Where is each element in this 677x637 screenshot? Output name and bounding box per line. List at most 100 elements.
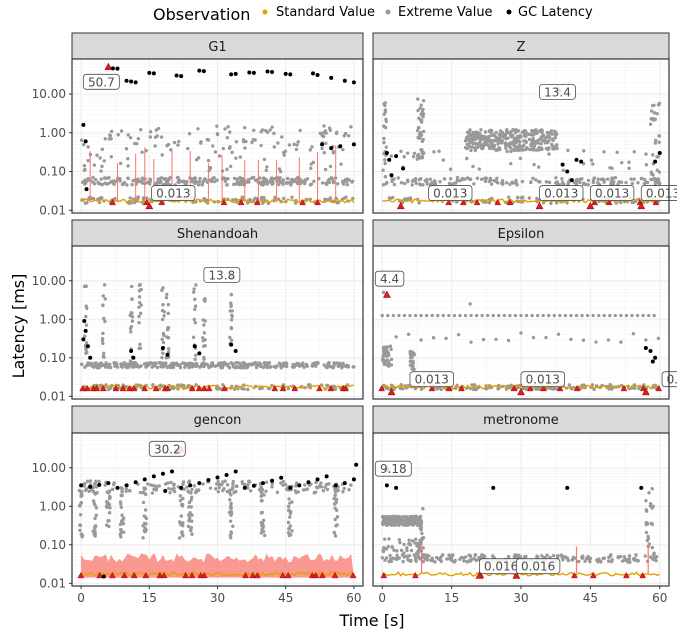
x-tick-label: 60	[346, 591, 361, 605]
extreme-point	[553, 135, 558, 140]
x-tick-label: 15	[142, 591, 157, 605]
extreme-point	[104, 361, 108, 365]
extreme-point	[632, 150, 636, 154]
extreme-point	[135, 141, 139, 146]
facet-strip	[372, 32, 670, 60]
extreme-point	[99, 169, 103, 173]
extreme-point	[620, 160, 624, 165]
gc-latency-point	[197, 481, 202, 486]
extreme-point	[297, 362, 301, 366]
extreme-point	[469, 148, 473, 153]
gc-latency-point	[83, 139, 88, 144]
extreme-point	[383, 161, 387, 166]
extreme-point	[537, 129, 541, 133]
standard-max-marker	[158, 198, 166, 206]
extreme-point	[283, 364, 287, 368]
extreme-point	[108, 495, 112, 500]
extreme-point	[402, 313, 407, 318]
extreme-point	[472, 135, 476, 139]
extreme-point	[552, 313, 556, 318]
extreme-point	[286, 386, 291, 391]
extreme-point	[495, 176, 499, 181]
extreme-point	[94, 485, 99, 489]
extreme-point	[230, 150, 234, 155]
extreme-point	[187, 505, 191, 509]
extreme-point	[228, 519, 233, 523]
extreme-point	[150, 491, 155, 495]
extreme-point	[569, 337, 573, 342]
extreme-point	[389, 347, 393, 352]
extreme-point	[225, 136, 230, 140]
extreme-point	[415, 157, 420, 161]
extreme-point	[211, 144, 215, 148]
value-label-box	[151, 185, 196, 201]
extreme-point	[414, 559, 418, 563]
extreme-point	[153, 144, 157, 148]
gc-latency-point	[342, 481, 347, 486]
extreme-point	[137, 283, 142, 287]
extreme-point	[531, 176, 535, 180]
extreme-point	[551, 138, 555, 142]
x-tick-label: 30	[513, 591, 528, 605]
legend-label-extreme: Extreme Value	[398, 5, 493, 20]
value-label-box	[640, 185, 677, 201]
facet-strip-label: Shenandoah	[177, 227, 258, 242]
extreme-point	[136, 195, 140, 200]
gc-latency-point	[653, 355, 658, 360]
extreme-point	[86, 176, 90, 181]
standard-max-marker	[458, 385, 465, 392]
extreme-point	[500, 139, 504, 143]
extreme-point	[229, 536, 233, 540]
extreme-point	[349, 125, 353, 129]
extreme-point	[390, 195, 395, 200]
extreme-point	[164, 361, 168, 365]
extreme-point	[128, 359, 133, 363]
extreme-point	[110, 487, 115, 492]
gc-latency-point	[88, 355, 93, 360]
extreme-point	[481, 137, 485, 141]
extreme-point	[166, 302, 171, 307]
value-label: 0.013	[595, 187, 629, 201]
extreme-point	[493, 134, 497, 138]
extreme-point	[392, 548, 396, 552]
gc-latency-point	[351, 142, 356, 147]
extreme-point	[392, 182, 397, 187]
extreme-point	[94, 361, 98, 365]
extreme-point	[416, 517, 420, 521]
extreme-point	[396, 176, 400, 180]
extreme-point	[223, 127, 227, 131]
extreme-point	[181, 521, 185, 525]
standard-value-line	[80, 198, 355, 204]
extreme-point	[385, 180, 389, 185]
extreme-point	[390, 517, 394, 521]
extreme-point	[334, 497, 339, 502]
extreme-point	[142, 521, 147, 526]
extreme-point	[227, 365, 232, 370]
extreme-point	[472, 182, 476, 186]
extreme-point	[540, 554, 544, 558]
gc-latency-point	[133, 80, 138, 85]
gc-latency-point	[85, 344, 90, 349]
extreme-point	[229, 513, 233, 517]
extreme-point	[644, 499, 648, 503]
extreme-point	[484, 137, 488, 141]
extreme-point	[160, 355, 164, 360]
extreme-point	[118, 161, 123, 166]
extreme-point	[586, 178, 591, 183]
value-label-box	[203, 266, 241, 283]
extreme-point	[290, 195, 294, 199]
gc-latency-point	[179, 74, 184, 79]
extreme-point	[196, 127, 200, 131]
extreme-point	[281, 479, 286, 484]
extreme-point	[452, 313, 457, 318]
extreme-point	[120, 520, 124, 524]
gc-latency-point	[338, 144, 343, 149]
extreme-point	[205, 137, 210, 142]
extreme-point	[421, 112, 426, 116]
gc-latency-point	[333, 483, 338, 488]
extreme-point	[119, 129, 124, 133]
extreme-point	[259, 143, 263, 148]
extreme-point	[247, 180, 251, 184]
extreme-point	[631, 557, 636, 561]
extreme-point	[201, 179, 205, 184]
